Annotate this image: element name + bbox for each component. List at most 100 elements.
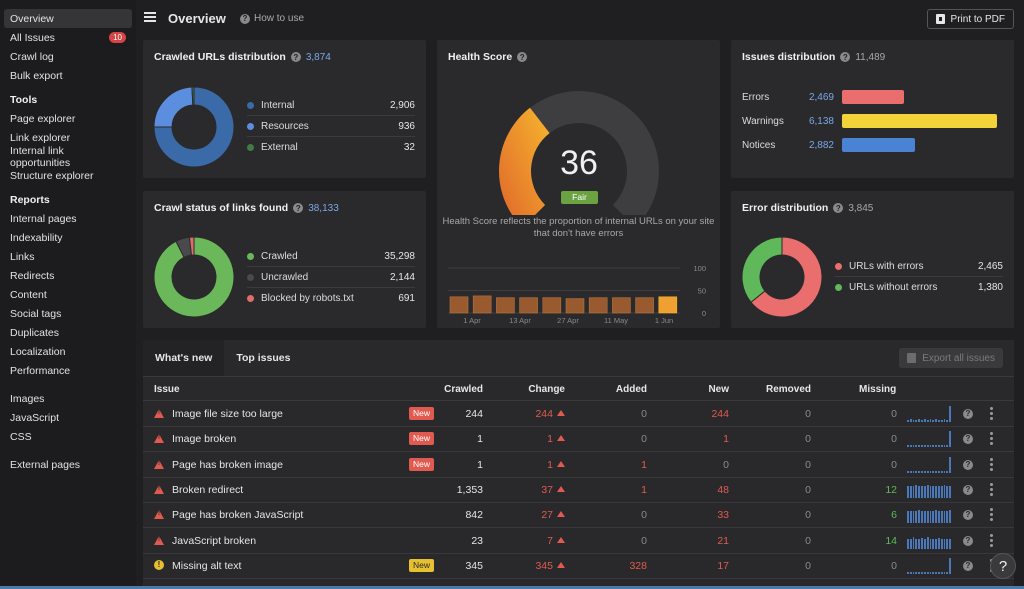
help-circle-icon[interactable]: ? <box>963 459 973 470</box>
column-header-crawled[interactable]: Crawled <box>444 384 483 395</box>
sidebar-item-all-issues[interactable]: All Issues 10 <box>4 28 132 47</box>
table-row[interactable]: Broken redirect 1,353 37 1 48 0 12? <box>143 478 1014 503</box>
trend-sparkline[interactable] <box>907 482 951 498</box>
error-distribution-slice-urls-with-errors[interactable] <box>750 237 822 317</box>
issues-row-value[interactable]: 2,469 <box>808 91 834 103</box>
crawl-status-slice-crawled[interactable] <box>154 237 234 317</box>
help-circle-icon[interactable]: ? <box>840 52 851 62</box>
sidebar-item-bulk-export[interactable]: Bulk export <box>4 66 132 85</box>
removed-count[interactable]: 0 <box>805 559 811 572</box>
trend-sparkline[interactable] <box>907 406 951 422</box>
issues-row-warnings[interactable]: Warnings 6,138 <box>742 113 997 129</box>
crawled-count[interactable]: 1 <box>477 458 483 471</box>
sidebar-item-external-pages[interactable]: External pages <box>4 455 132 474</box>
crawled-urls-legend-resources[interactable]: Resources 936 <box>247 116 415 137</box>
added-count[interactable]: 0 <box>641 433 647 446</box>
column-header-issue[interactable]: Issue <box>154 384 180 395</box>
change-cell[interactable]: 37 <box>483 484 565 496</box>
change-cell[interactable]: 345 <box>483 560 565 572</box>
history-bar[interactable] <box>658 296 678 314</box>
help-circle-icon[interactable]: ? <box>517 52 528 62</box>
sidebar-item-crawl-log[interactable]: Crawl log <box>4 47 132 66</box>
crawl-status-slice-blocked-by-robots-txt[interactable] <box>188 237 195 256</box>
history-bar[interactable] <box>635 297 654 314</box>
added-count[interactable]: 1 <box>641 483 647 496</box>
issue-name[interactable]: JavaScript broken <box>172 534 257 547</box>
missing-count[interactable]: 6 <box>891 509 897 522</box>
tab-top-issues[interactable]: Top issues <box>236 352 291 364</box>
sidebar-item-overview[interactable]: Overview <box>4 9 132 28</box>
history-bar[interactable] <box>519 297 538 314</box>
crawled-count[interactable]: 23 <box>471 534 483 547</box>
more-options-icon[interactable] <box>990 508 993 522</box>
error-distribution-legend-urls-without-errors[interactable]: URLs without errors 1,380 <box>835 277 1003 298</box>
sidebar-item-indexability[interactable]: Indexability <box>4 228 132 247</box>
table-row[interactable]: Image file size too large New 244 244 0 244 0 0… <box>143 402 1014 427</box>
crawled-count[interactable]: 345 <box>465 559 483 572</box>
trend-sparkline[interactable] <box>907 431 951 448</box>
history-bar[interactable] <box>588 297 608 314</box>
more-options-icon[interactable] <box>990 432 993 446</box>
history-bar[interactable] <box>565 298 585 314</box>
help-circle-icon[interactable]: ? <box>963 434 973 445</box>
missing-count[interactable]: 12 <box>885 483 897 496</box>
help-circle-icon[interactable]: ? <box>290 52 301 62</box>
crawl-status-total[interactable]: 38,133 <box>308 202 339 214</box>
crawl-status-legend-blocked-by-robots-txt[interactable]: Blocked by robots.txt 691 <box>247 288 415 309</box>
crawl-status-legend-uncrawled[interactable]: Uncrawled 2,144 <box>247 267 415 288</box>
sidebar-item-content[interactable]: Content <box>4 285 132 304</box>
error-distribution-legend-urls-with-errors[interactable]: URLs with errors 2,465 <box>835 256 1003 277</box>
sidebar-item-internal-link-opportunities[interactable]: Internal link opportunities <box>4 145 132 169</box>
help-circle-icon[interactable]: ? <box>963 535 973 546</box>
crawled-count[interactable]: 244 <box>465 408 483 420</box>
trend-sparkline[interactable] <box>907 533 951 549</box>
new-count[interactable]: 244 <box>711 408 729 420</box>
sidebar-item-page-explorer[interactable]: Page explorer <box>4 109 132 128</box>
how-to-use-link[interactable]: ? How to use <box>240 13 304 24</box>
removed-count[interactable]: 0 <box>805 408 811 420</box>
change-cell[interactable]: 1 <box>483 433 565 445</box>
trend-sparkline[interactable] <box>907 507 951 524</box>
change-cell[interactable]: 27 <box>483 509 565 521</box>
new-count[interactable]: 17 <box>717 559 729 572</box>
missing-count[interactable]: 14 <box>885 534 897 547</box>
crawled-urls-slice-internal[interactable] <box>154 87 234 167</box>
trend-sparkline[interactable] <box>907 557 951 574</box>
new-count[interactable]: 33 <box>717 509 729 522</box>
sidebar-item-internal-pages[interactable]: Internal pages <box>4 209 132 228</box>
crawled-count[interactable]: 1,353 <box>456 483 483 496</box>
added-count[interactable]: 0 <box>641 534 647 547</box>
missing-count[interactable]: 0 <box>891 408 897 420</box>
sidebar-item-performance[interactable]: Performance <box>4 361 132 380</box>
crawled-urls-total[interactable]: 3,874 <box>305 51 331 63</box>
crawled-urls-legend-external[interactable]: External 32 <box>247 137 415 158</box>
crawled-urls-slice-resources[interactable] <box>154 87 194 128</box>
table-row[interactable]: Image broken New 1 1 0 1 0 0? <box>143 427 1014 453</box>
help-circle-icon[interactable]: ? <box>963 409 973 419</box>
sidebar-item-duplicates[interactable]: Duplicates <box>4 323 132 342</box>
more-options-icon[interactable] <box>990 407 993 420</box>
error-distribution-slice-urls-without-errors[interactable] <box>742 237 783 303</box>
sidebar-item-link-explorer[interactable]: Link explorer <box>4 128 132 147</box>
new-count[interactable]: 0 <box>723 458 729 471</box>
removed-count[interactable]: 0 <box>805 483 811 496</box>
table-row[interactable]: Page has broken JavaScript 842 27 0 33 0 6? <box>143 503 1014 529</box>
more-options-icon[interactable] <box>990 482 993 496</box>
column-header-missing[interactable]: Missing <box>859 384 897 395</box>
column-header-change[interactable]: Change <box>528 384 565 395</box>
help-circle-icon[interactable]: ? <box>833 203 844 213</box>
crawl-status-legend-crawled[interactable]: Crawled 35,298 <box>247 246 415 267</box>
added-count[interactable]: 0 <box>641 408 647 420</box>
issue-name[interactable]: Image broken <box>172 433 237 446</box>
new-count[interactable]: 48 <box>717 483 729 496</box>
missing-count[interactable]: 0 <box>891 433 897 446</box>
change-cell[interactable]: 1 <box>483 459 565 471</box>
issue-name[interactable]: Page has broken JavaScript <box>172 509 304 522</box>
sidebar-item-javascript[interactable]: JavaScript <box>4 408 132 427</box>
removed-count[interactable]: 0 <box>805 458 811 471</box>
issue-name[interactable]: Image file size too large <box>172 408 283 420</box>
added-count[interactable]: 0 <box>641 509 647 522</box>
crawled-urls-legend-internal[interactable]: Internal 2,906 <box>247 95 415 116</box>
removed-count[interactable]: 0 <box>805 534 811 547</box>
issues-row-value[interactable]: 6,138 <box>808 115 834 127</box>
